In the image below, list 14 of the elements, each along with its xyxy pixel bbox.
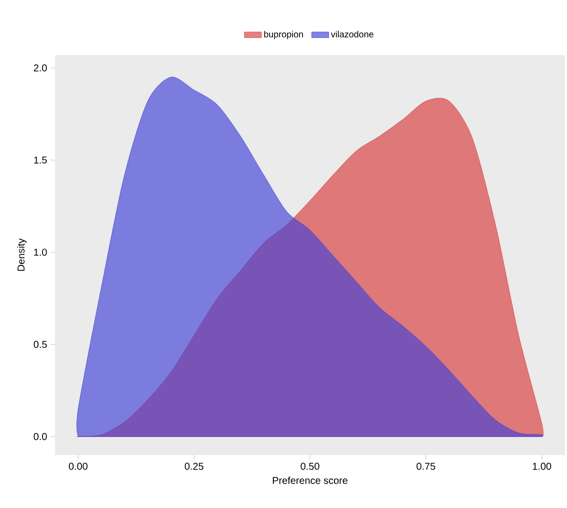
x-tick-label: 1.00 [532, 462, 552, 470]
y-axis-title: Density [17, 238, 27, 271]
x-tick-label: 0.00 [68, 462, 88, 470]
y-tick-label: 1.0 [34, 248, 47, 256]
x-tick-label: 0.75 [416, 462, 436, 470]
x-tick-label: 0.25 [184, 462, 204, 470]
x-tick-label: 0.50 [300, 462, 320, 470]
y-tick-label: 0.0 [34, 433, 47, 440]
x-axis-title: Preference score [272, 476, 348, 484]
legend-label: vilazodone [330, 30, 374, 38]
legend-label: bupropion [264, 30, 303, 40]
y-tick-label: 2.0 [34, 64, 47, 72]
y-tick-label: 1.5 [34, 156, 47, 164]
y-tick-label: 0.5 [34, 340, 47, 348]
